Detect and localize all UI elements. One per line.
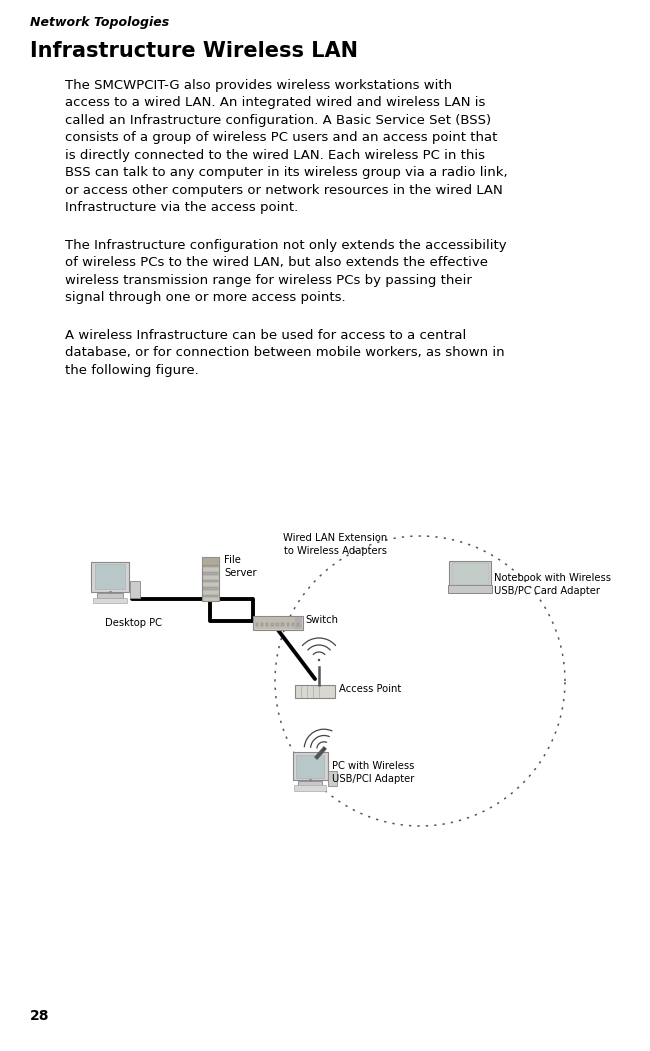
Text: is directly connected to the wired LAN. Each wireless PC in this: is directly connected to the wired LAN. … xyxy=(65,149,485,162)
Text: Wired LAN Extension
to Wireless Adapters: Wired LAN Extension to Wireless Adapters xyxy=(283,533,387,556)
Bar xyxy=(281,622,284,625)
Bar xyxy=(203,588,218,590)
Bar xyxy=(203,573,218,575)
Bar xyxy=(297,622,299,625)
Bar xyxy=(298,781,322,786)
Bar xyxy=(95,564,125,590)
Text: 28: 28 xyxy=(30,1009,49,1023)
Bar xyxy=(295,684,335,698)
Bar xyxy=(93,598,127,603)
Bar xyxy=(254,617,296,628)
Text: of wireless PCs to the wired LAN, but also extends the effective: of wireless PCs to the wired LAN, but al… xyxy=(65,256,488,269)
Text: PC with Wireless
USB/PCI Adapter: PC with Wireless USB/PCI Adapter xyxy=(332,761,415,784)
Bar xyxy=(296,755,324,778)
Text: wireless transmission range for wireless PCs by passing their: wireless transmission range for wireless… xyxy=(65,274,472,287)
Bar xyxy=(452,562,489,585)
Bar xyxy=(203,580,218,582)
Text: Switch: Switch xyxy=(305,615,338,625)
Bar xyxy=(130,581,140,598)
Bar xyxy=(276,622,279,625)
Text: Desktop PC: Desktop PC xyxy=(105,618,162,628)
Text: consists of a group of wireless PC users and an access point that: consists of a group of wireless PC users… xyxy=(65,131,497,144)
Bar xyxy=(256,622,258,625)
Text: BSS can talk to any computer in its wireless group via a radio link,: BSS can talk to any computer in its wire… xyxy=(65,166,508,180)
Circle shape xyxy=(323,748,325,750)
Bar xyxy=(202,557,218,565)
Bar xyxy=(253,616,303,630)
Text: Infrastructure Wireless LAN: Infrastructure Wireless LAN xyxy=(30,41,358,61)
Text: or access other computers or network resources in the wired LAN: or access other computers or network res… xyxy=(65,184,502,197)
Bar xyxy=(203,564,218,568)
Bar xyxy=(261,622,263,625)
Text: Network Topologies: Network Topologies xyxy=(30,16,169,29)
Text: A wireless Infrastructure can be used for access to a central: A wireless Infrastructure can be used fo… xyxy=(65,329,466,342)
Bar xyxy=(202,557,218,601)
Text: signal through one or more access points.: signal through one or more access points… xyxy=(65,291,346,305)
Text: Notebook with Wireless
USB/PC Card Adapter: Notebook with Wireless USB/PC Card Adapt… xyxy=(494,573,611,596)
Text: The SMCWPCIT-G also provides wireless workstations with: The SMCWPCIT-G also provides wireless wo… xyxy=(65,79,452,92)
Bar xyxy=(295,617,302,628)
Circle shape xyxy=(318,659,320,661)
Bar xyxy=(328,770,337,786)
Bar xyxy=(266,622,268,625)
Text: access to a wired LAN. An integrated wired and wireless LAN is: access to a wired LAN. An integrated wir… xyxy=(65,97,486,109)
Text: database, or for connection between mobile workers, as shown in: database, or for connection between mobi… xyxy=(65,347,504,359)
Text: The Infrastructure configuration not only extends the accessibility: The Infrastructure configuration not onl… xyxy=(65,239,506,252)
Bar xyxy=(97,593,124,598)
FancyBboxPatch shape xyxy=(292,753,328,780)
Text: File
Server: File Server xyxy=(224,555,257,578)
Bar xyxy=(294,785,326,791)
Text: Access Point: Access Point xyxy=(339,684,401,694)
Text: Infrastructure via the access point.: Infrastructure via the access point. xyxy=(65,202,298,214)
Bar xyxy=(448,585,492,594)
Bar xyxy=(287,622,289,625)
Text: the following figure.: the following figure. xyxy=(65,364,199,377)
Bar xyxy=(271,622,274,625)
Bar xyxy=(203,595,218,597)
Bar xyxy=(449,561,491,588)
Text: called an Infrastructure configuration. A Basic Service Set (BSS): called an Infrastructure configuration. … xyxy=(65,114,491,127)
FancyBboxPatch shape xyxy=(91,562,129,592)
Bar xyxy=(292,622,294,625)
